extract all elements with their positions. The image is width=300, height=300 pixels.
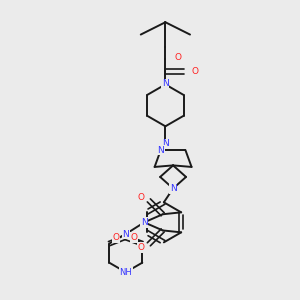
Text: NH: NH [119, 268, 132, 277]
Text: N: N [162, 139, 169, 148]
Text: N: N [162, 79, 169, 88]
Text: N: N [158, 146, 164, 154]
Text: O: O [112, 233, 120, 242]
Text: O: O [138, 193, 145, 202]
Text: N: N [141, 218, 148, 227]
Text: O: O [138, 243, 145, 252]
Text: N: N [170, 184, 176, 193]
Text: O: O [191, 67, 198, 76]
Text: O: O [174, 53, 181, 62]
Text: O: O [130, 233, 137, 242]
Text: N: N [122, 230, 129, 238]
